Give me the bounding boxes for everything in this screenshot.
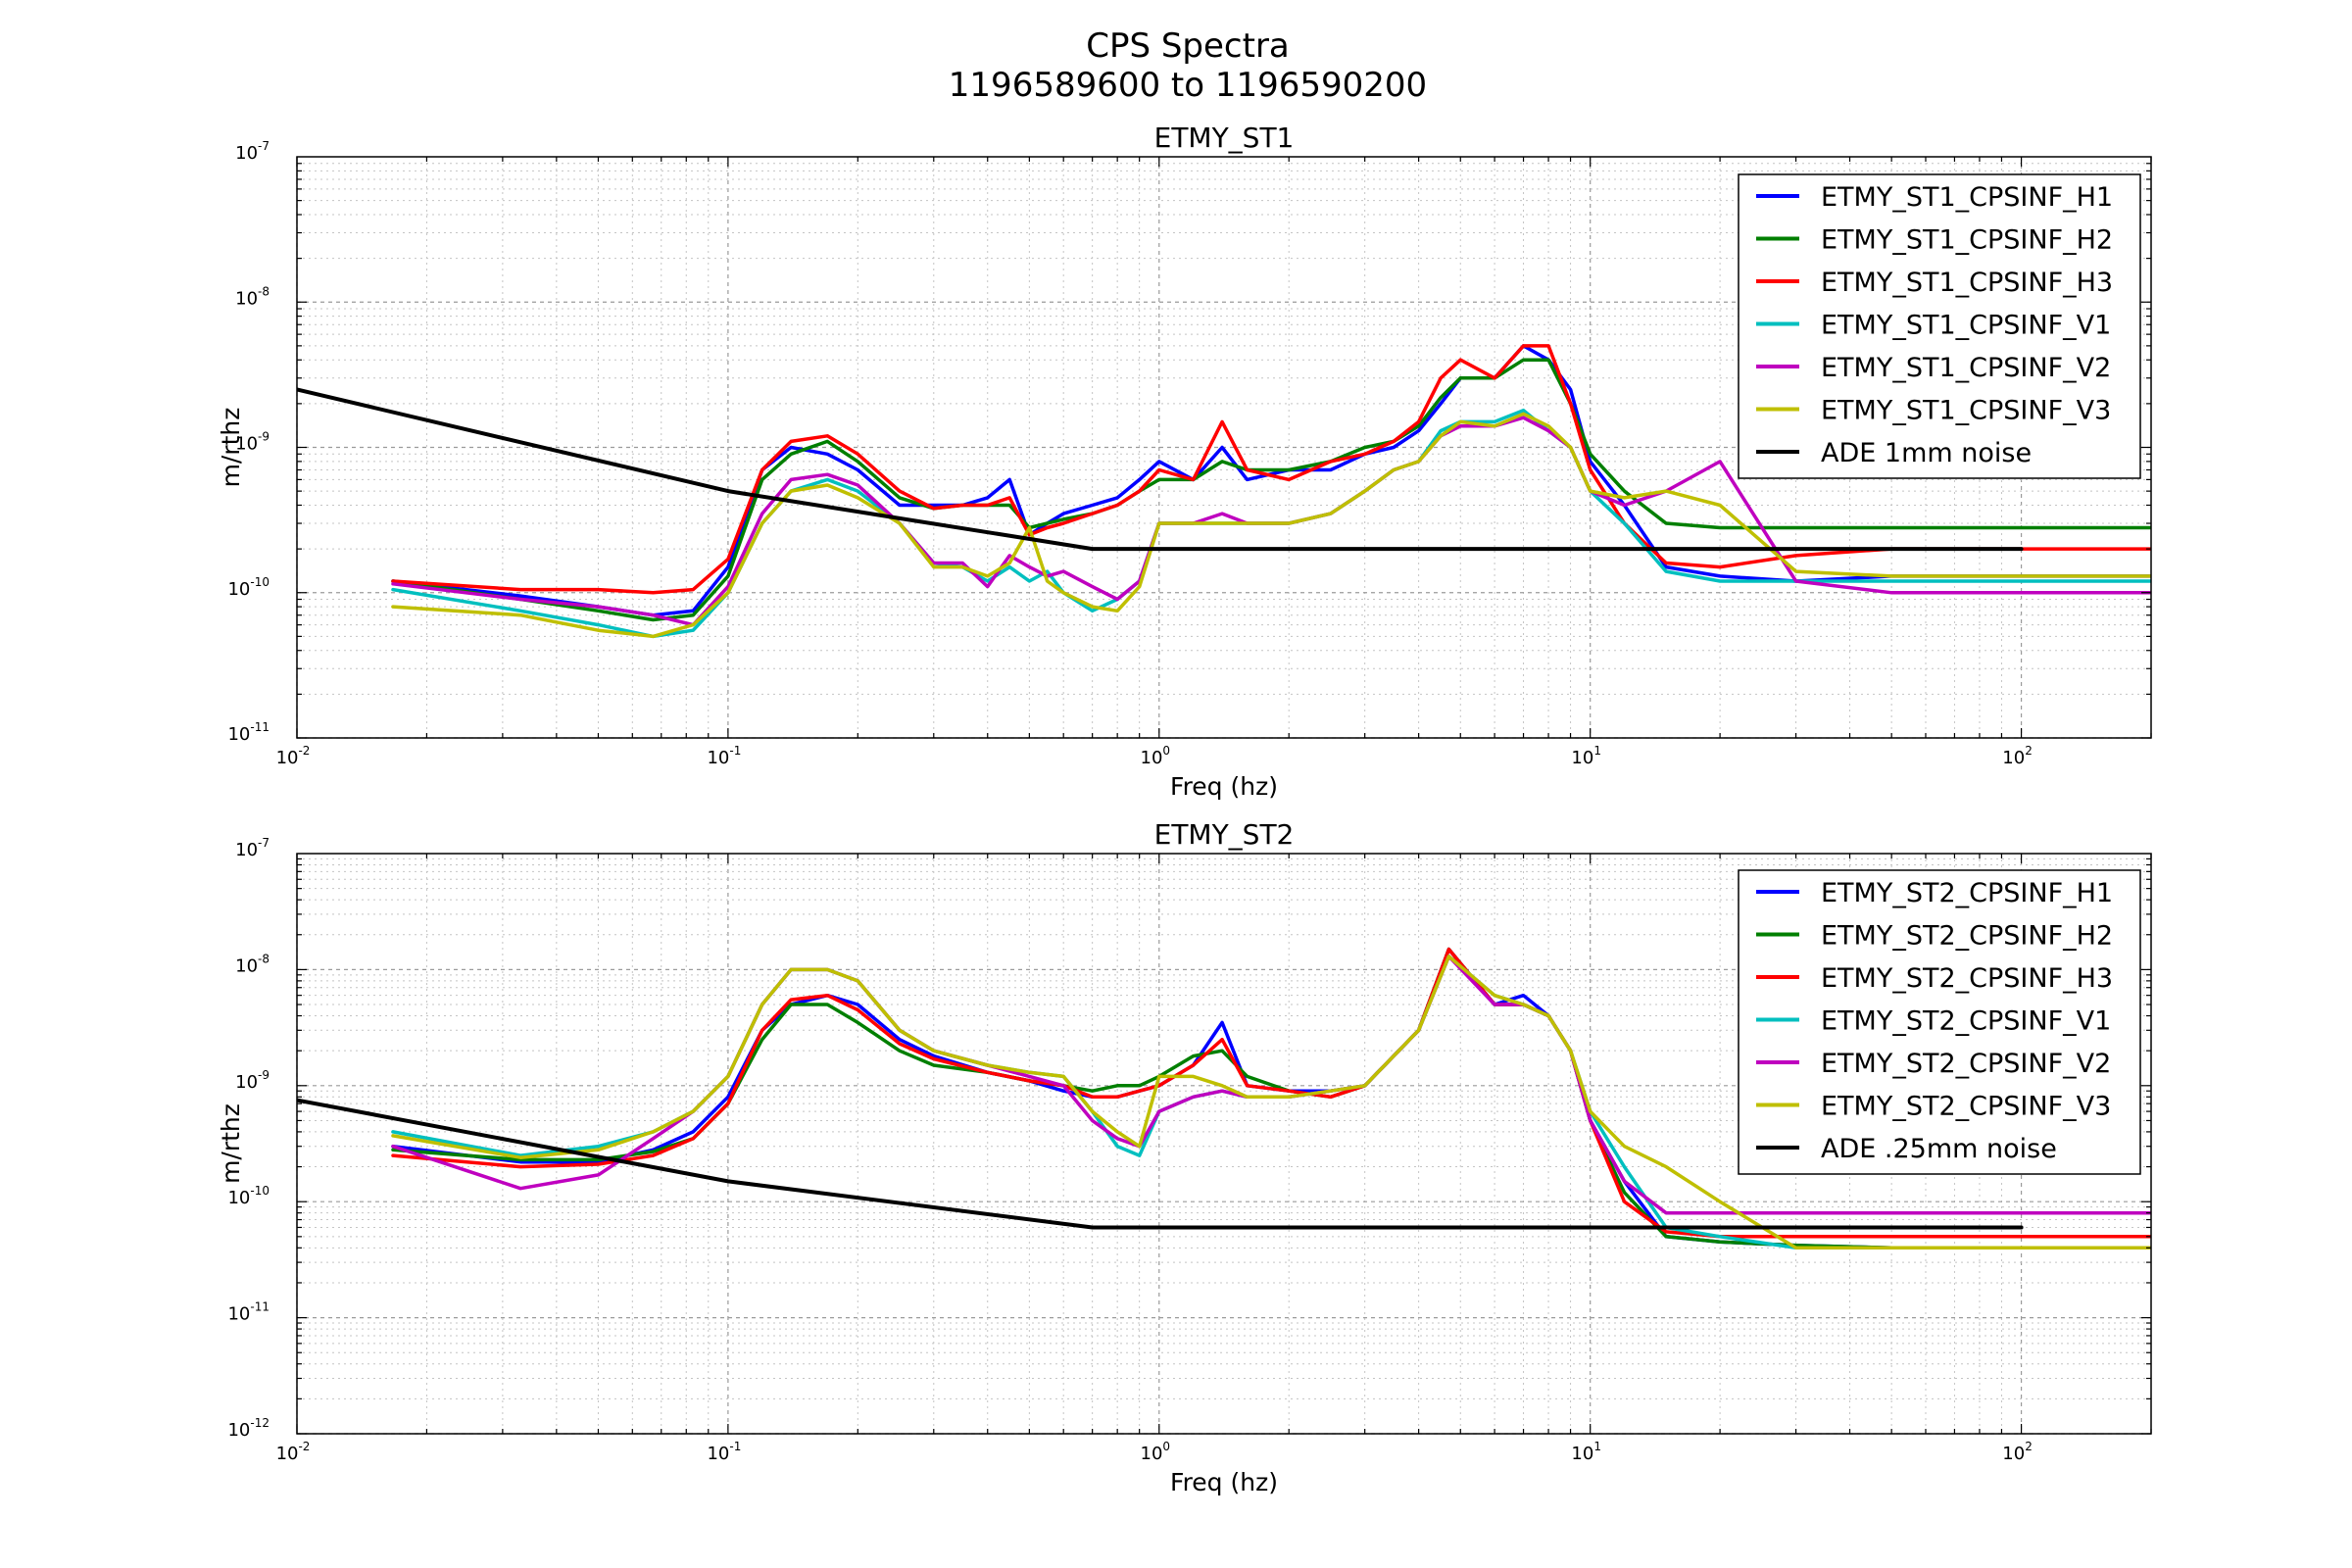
series-line-etmy-st2-cpsinf-v3 <box>391 955 2151 1250</box>
y-tick-label: 10-8 <box>235 284 270 309</box>
y-tick-label: 10-10 <box>227 1184 270 1208</box>
series-line-ade-25mm-noise <box>297 1098 2024 1230</box>
legend-label-ade-25mm-noise: ADE .25mm noise <box>1821 1134 2057 1164</box>
x-axis-label: Freq (hz) <box>1170 1468 1278 1496</box>
legend-label-etmy-st1-cpsinf-h2: ETMY_ST1_CPSINF_H2 <box>1821 225 2113 256</box>
y-tick-label: 10-8 <box>235 952 270 976</box>
y-axis-label: m/rthz <box>217 1103 245 1184</box>
x-axis-label: Freq (hz) <box>1170 772 1278 801</box>
x-tick-label: 101 <box>1571 1440 1601 1464</box>
y-tick-label: 10-9 <box>235 1068 270 1093</box>
legend-label-etmy-st2-cpsinf-v1: ETMY_ST2_CPSINF_V1 <box>1821 1006 2111 1037</box>
x-tick-label: 10-2 <box>276 744 311 768</box>
y-tick-label: 10-7 <box>235 836 270 860</box>
legend-label-etmy-st1-cpsinf-v1: ETMY_ST1_CPSINF_V1 <box>1821 311 2111 341</box>
legend-label-ade-1mm-noise: ADE 1mm noise <box>1821 438 2032 468</box>
y-tick-label: 10-9 <box>235 430 270 455</box>
series-group <box>297 344 2151 639</box>
legend-label-etmy-st1-cpsinf-h3: ETMY_ST1_CPSINF_H3 <box>1821 268 2113 298</box>
y-tick-label: 10-11 <box>227 720 270 745</box>
y-tick-label: 10-12 <box>227 1416 270 1441</box>
x-tick-label: 102 <box>2002 744 2033 768</box>
series-line-etmy-st2-cpsinf-h3 <box>391 947 2151 1239</box>
x-tick-label: 10-1 <box>707 744 741 768</box>
axes-title: ETMY_ST2 <box>1154 818 1295 851</box>
legend-label-etmy-st2-cpsinf-h3: ETMY_ST2_CPSINF_H3 <box>1821 963 2113 994</box>
x-tick-label: 10-2 <box>276 1440 311 1464</box>
legend-label-etmy-st2-cpsinf-h2: ETMY_ST2_CPSINF_H2 <box>1821 921 2113 952</box>
series-group <box>297 947 2151 1250</box>
legend-label-etmy-st2-cpsinf-v2: ETMY_ST2_CPSINF_V2 <box>1821 1049 2111 1079</box>
series-line-etmy-st1-cpsinf-h3 <box>391 344 2151 595</box>
x-tick-label: 100 <box>1141 1440 1171 1464</box>
series-line-etmy-st2-cpsinf-h2 <box>391 947 2151 1250</box>
legend: ETMY_ST2_CPSINF_H1 ETMY_ST2_CPSINF_H2 ETMY… <box>1738 869 2141 1175</box>
legend-label-etmy-st2-cpsinf-v3: ETMY_ST2_CPSINF_V3 <box>1821 1092 2111 1122</box>
legend-label-etmy-st2-cpsinf-h1: ETMY_ST2_CPSINF_H1 <box>1821 878 2113 908</box>
x-tick-label: 102 <box>2002 1440 2033 1464</box>
series-line-etmy-st1-cpsinf-v3 <box>391 412 2151 639</box>
legend-label-etmy-st1-cpsinf-v2: ETMY_ST1_CPSINF_V2 <box>1821 353 2111 383</box>
x-tick-label: 10-1 <box>707 1440 741 1464</box>
legend-label-etmy-st1-cpsinf-h1: ETMY_ST1_CPSINF_H1 <box>1821 182 2113 213</box>
legend: ETMY_ST1_CPSINF_H1 ETMY_ST1_CPSINF_H2 ETMY… <box>1738 173 2141 479</box>
x-tick-label: 101 <box>1571 744 1601 768</box>
legend-box <box>1738 869 2141 1175</box>
panel-etmy-st2: 10-2 10-1 100 101 102 10-12 10-11 10-10 10-9 10-8… <box>217 818 2152 1496</box>
figure-title-line-1: CPS Spectra <box>1086 26 1290 66</box>
series-line-etmy-st1-cpsinf-h2 <box>391 358 2151 622</box>
legend-label-etmy-st1-cpsinf-v3: ETMY_ST1_CPSINF_V3 <box>1821 396 2111 426</box>
y-tick-label: 10-11 <box>227 1300 270 1325</box>
panel-etmy-st1: 10-2 10-1 100 101 102 10-11 10-10 10-9 10-8 10-7 E… <box>217 122 2152 801</box>
series-line-ade-1mm-noise <box>297 387 2024 552</box>
figure-title-line-2: 1196589600 to 1196590200 <box>949 66 1427 105</box>
axes-title: ETMY_ST1 <box>1154 122 1295 154</box>
y-tick-label: 10-10 <box>227 575 270 600</box>
x-tick-label: 100 <box>1141 744 1171 768</box>
axes-frame <box>296 853 2152 1435</box>
legend-box <box>1738 173 2141 479</box>
y-axis-label: m/rthz <box>217 408 245 488</box>
y-tick-label: 10-7 <box>235 139 270 164</box>
